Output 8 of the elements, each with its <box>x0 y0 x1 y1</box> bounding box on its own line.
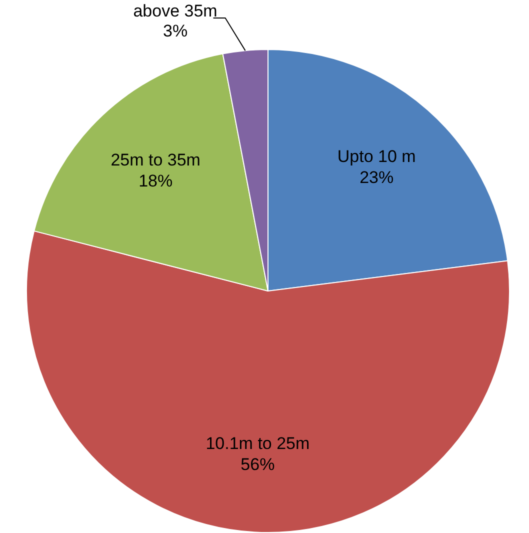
data-label: 56% <box>240 455 275 474</box>
slice-label: above 35m <box>133 2 218 21</box>
slice-label: Upto 10 m <box>337 147 416 166</box>
slice-label: 25m to 35m <box>110 150 200 170</box>
data-label: 3% <box>162 22 188 41</box>
data-label: 18% <box>138 171 173 190</box>
data-label: 23% <box>360 168 394 188</box>
slice-label: 10.1m to 25m <box>206 434 310 454</box>
